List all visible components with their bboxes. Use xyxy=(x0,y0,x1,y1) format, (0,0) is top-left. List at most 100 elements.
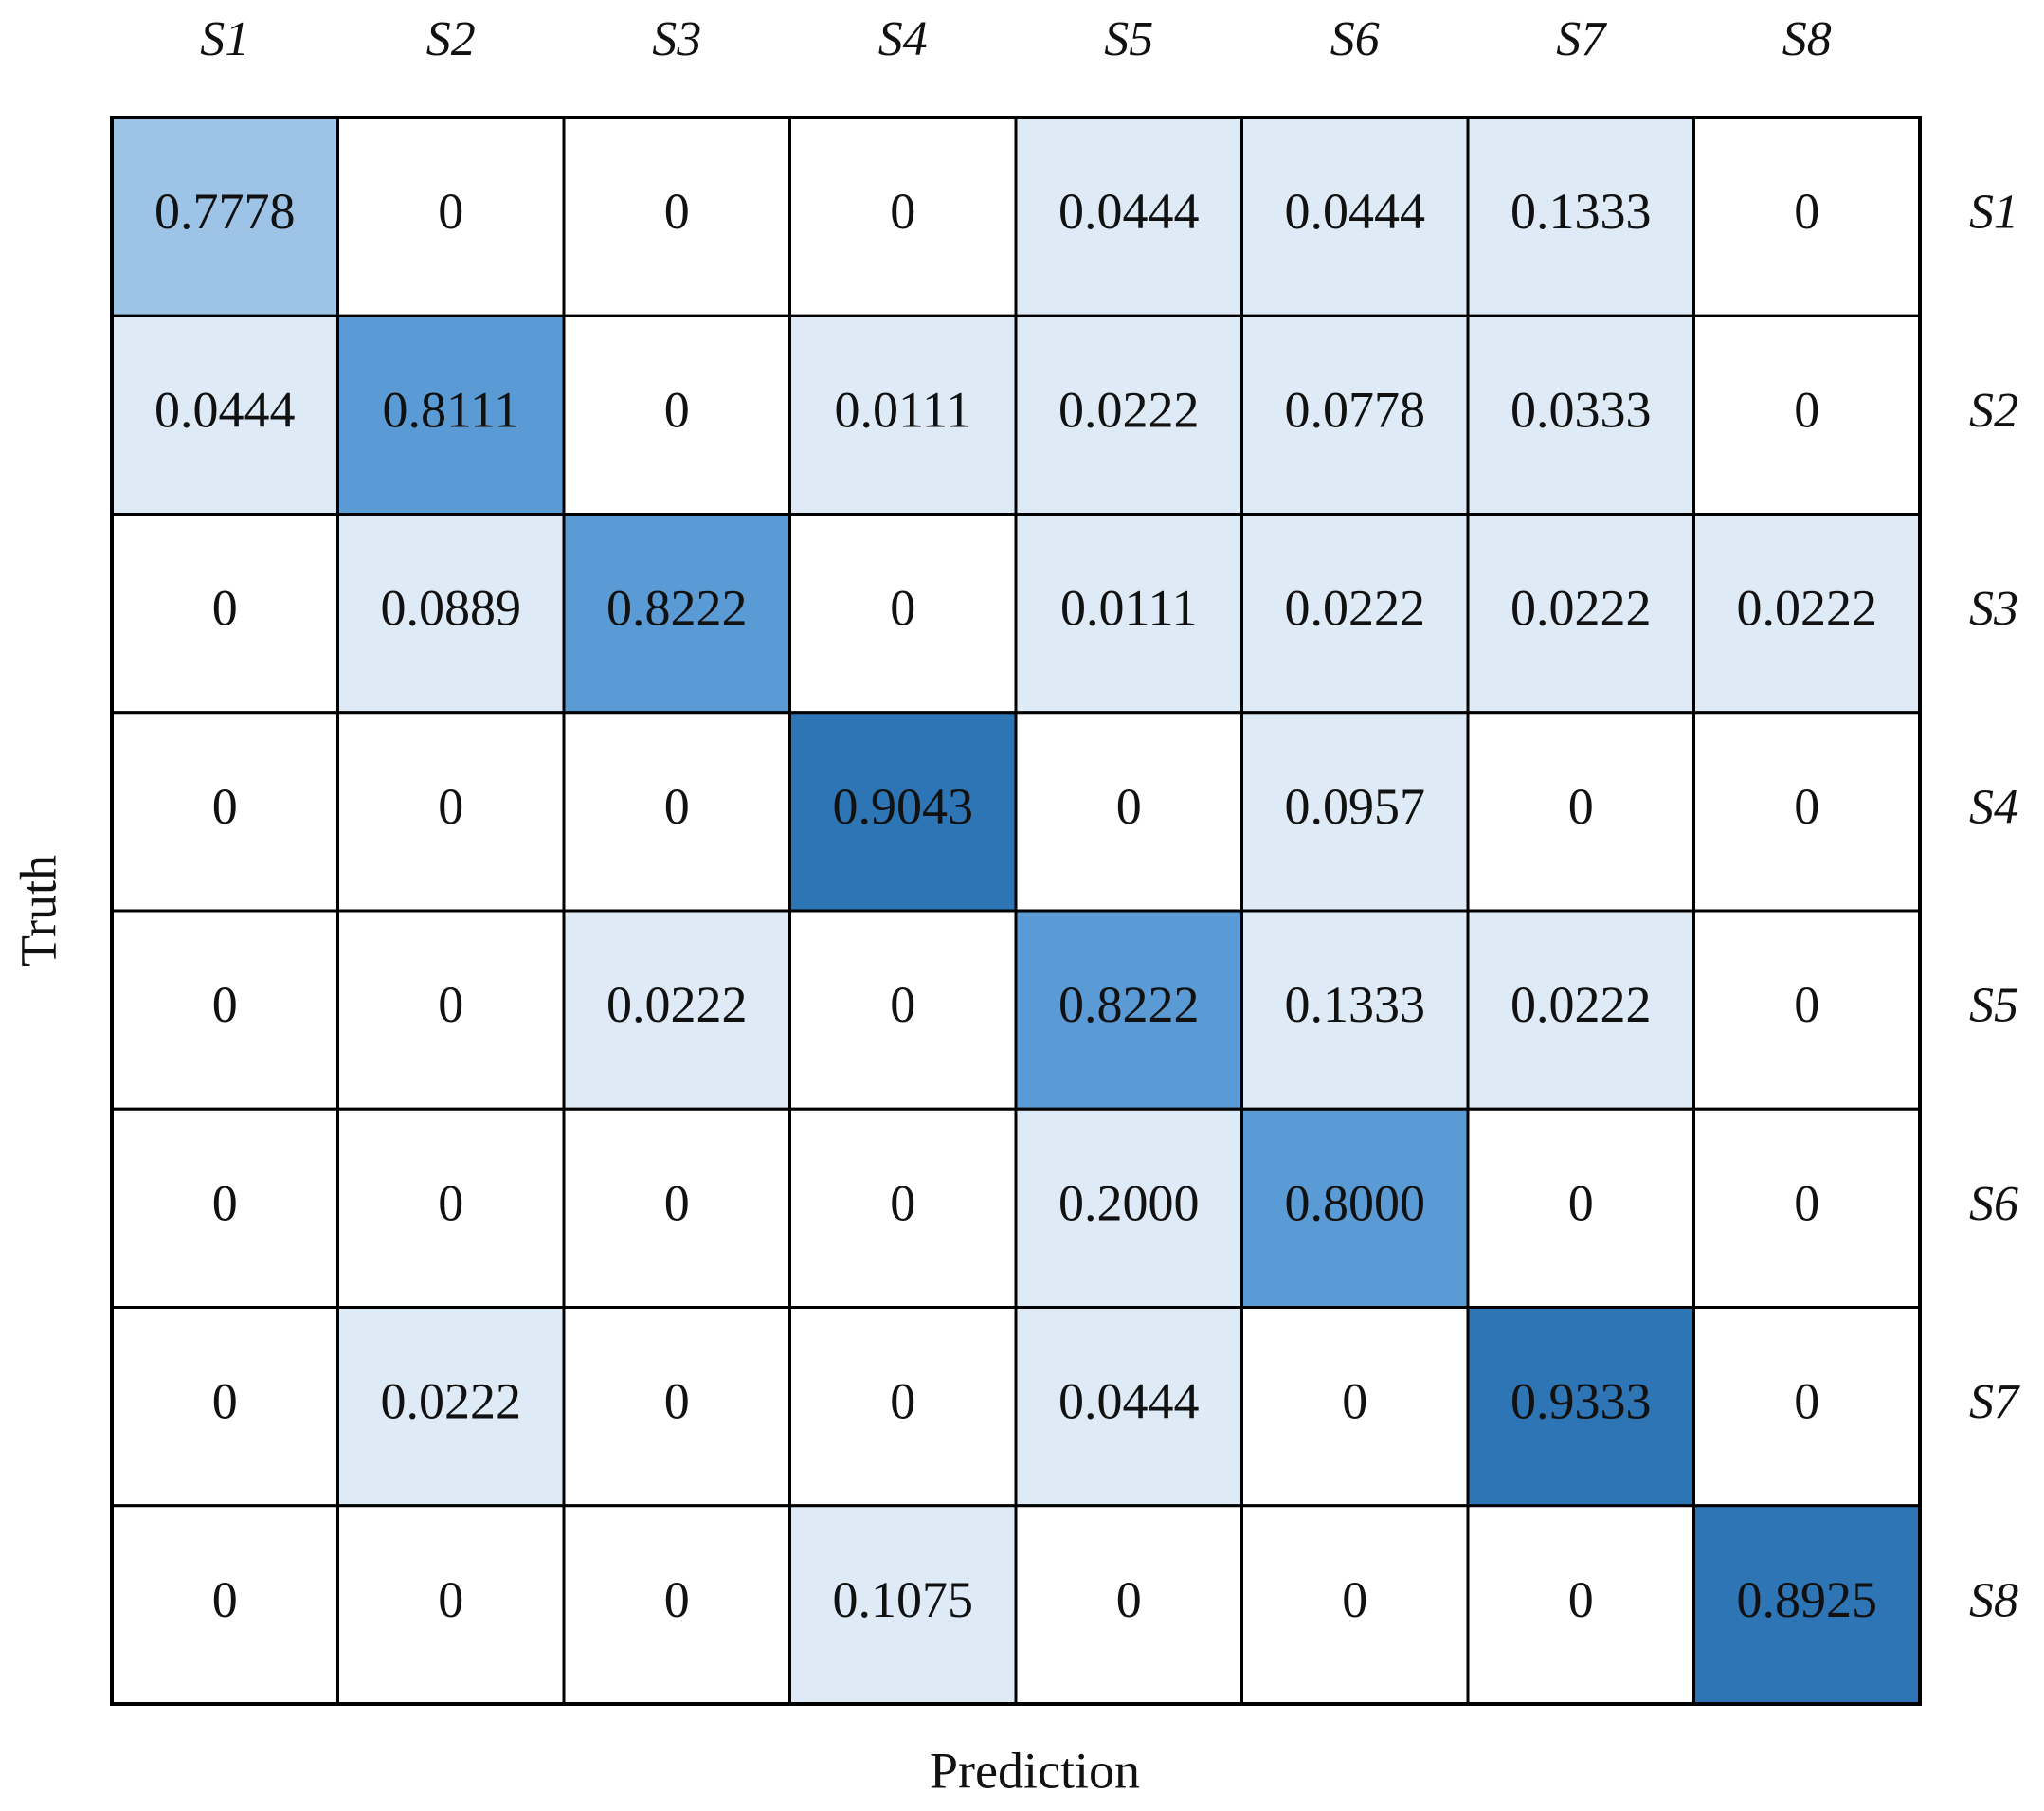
y-tick-label: S2 xyxy=(1969,384,2018,438)
cell xyxy=(110,116,339,317)
y-tick-label: S1 xyxy=(1969,186,2018,240)
cell-label: 0.0889 xyxy=(381,580,522,637)
cell-label: 0 xyxy=(1342,1571,1367,1628)
cell-label: 0 xyxy=(890,1373,915,1430)
cell-label: 0 xyxy=(890,1174,915,1231)
cell xyxy=(788,711,1018,913)
cell xyxy=(1014,1504,1243,1706)
cell-label: 0.0444 xyxy=(1058,1373,1200,1430)
cell-label: 0 xyxy=(1116,1571,1142,1628)
cell xyxy=(1466,1306,1695,1508)
cell-label: 0.8222 xyxy=(606,580,748,637)
cell-label: 0 xyxy=(890,976,915,1033)
cell xyxy=(1692,314,1922,516)
cell-label: 0.1333 xyxy=(1285,976,1426,1033)
cell-label: 0 xyxy=(890,580,915,637)
cell xyxy=(336,513,566,715)
cell xyxy=(562,711,791,913)
cell xyxy=(1692,909,1922,1111)
x-tick-label: S5 xyxy=(1104,12,1153,66)
cell-label: 0 xyxy=(438,1571,463,1628)
cell-label: 0.1075 xyxy=(833,1571,974,1628)
cell-label: 0 xyxy=(438,976,463,1033)
cell-label: 0.9043 xyxy=(833,778,974,835)
cell-label: 0 xyxy=(664,1174,690,1231)
cell-label: 0.0444 xyxy=(1058,183,1200,240)
cell-label: 0 xyxy=(1568,1571,1594,1628)
cell xyxy=(788,513,1018,715)
cell-label: 0 xyxy=(1794,381,1819,438)
cell-label: 0.0444 xyxy=(1285,183,1426,240)
cell xyxy=(1014,1306,1243,1508)
cell-label: 0 xyxy=(1794,1174,1819,1231)
cell-label: 0.0222 xyxy=(606,976,748,1033)
y-tick-label: S7 xyxy=(1969,1375,2020,1429)
cell xyxy=(1014,711,1243,913)
cell xyxy=(1240,909,1470,1111)
cell-label: 0.0957 xyxy=(1285,778,1426,835)
cell-label: 0 xyxy=(438,183,463,240)
cell-label: 0 xyxy=(212,1571,238,1628)
cell xyxy=(336,116,566,317)
x-tick-label: S2 xyxy=(426,12,476,66)
cell xyxy=(1692,1107,1922,1309)
cell xyxy=(1466,513,1695,715)
cell-label: 0.0222 xyxy=(1285,580,1426,637)
cell xyxy=(1014,1107,1243,1309)
cell xyxy=(1014,909,1243,1111)
cell xyxy=(562,1107,791,1309)
cell-label: 0 xyxy=(1794,778,1819,835)
x-tick-label: S8 xyxy=(1782,12,1832,66)
y-axis-title: Truth xyxy=(9,855,66,967)
cell-label: 0.8111 xyxy=(383,381,520,438)
cell xyxy=(1692,1306,1922,1508)
cell-label: 0 xyxy=(1794,1373,1819,1430)
cell-label: 0 xyxy=(664,183,690,240)
cell-label: 0.0111 xyxy=(1060,580,1198,637)
grid-border xyxy=(110,116,1922,1706)
cell-label: 0 xyxy=(212,778,238,835)
cell-label: 0.0111 xyxy=(835,381,972,438)
cell-label: 0 xyxy=(438,778,463,835)
cell xyxy=(1692,1504,1922,1706)
cell xyxy=(1466,711,1695,913)
cell xyxy=(562,1504,791,1706)
cell-label: 0 xyxy=(438,1174,463,1231)
cell-label: 0 xyxy=(212,1373,238,1430)
cell xyxy=(788,909,1018,1111)
y-tick-label: S4 xyxy=(1969,780,2018,834)
x-tick-label: S7 xyxy=(1556,12,1607,66)
cell-label: 0.7778 xyxy=(154,183,296,240)
cell-label: 0 xyxy=(212,580,238,637)
cell xyxy=(110,711,339,913)
cell-label: 0.0444 xyxy=(154,381,296,438)
cell xyxy=(562,909,791,1111)
cell-label: 0 xyxy=(1568,778,1594,835)
y-tick-label: S8 xyxy=(1969,1573,2018,1627)
cell xyxy=(1014,314,1243,516)
x-tick-label: S3 xyxy=(652,12,701,66)
cell-label: 0 xyxy=(1568,1174,1594,1231)
cell xyxy=(336,1306,566,1508)
cell-label: 0.1333 xyxy=(1510,183,1652,240)
cell xyxy=(562,1306,791,1508)
cell xyxy=(788,314,1018,516)
cell-label: 0 xyxy=(664,381,690,438)
cell-label: 0.0778 xyxy=(1285,381,1426,438)
y-tick-label: S5 xyxy=(1969,979,2018,1033)
cell-label: 0.0222 xyxy=(381,1373,522,1430)
cell-label: 0 xyxy=(1116,778,1142,835)
cell-label: 0 xyxy=(664,1373,690,1430)
cell-label: 0 xyxy=(664,1571,690,1628)
cell-label: 0.2000 xyxy=(1058,1174,1200,1231)
x-tick-label: S6 xyxy=(1330,12,1380,66)
cell-label: 0 xyxy=(212,976,238,1033)
cell-label: 0 xyxy=(1794,183,1819,240)
cell-label: 0.8000 xyxy=(1285,1174,1426,1231)
cell xyxy=(336,1107,566,1309)
cell xyxy=(788,116,1018,317)
y-tick-label: S3 xyxy=(1969,582,2018,636)
cell-label: 0 xyxy=(890,183,915,240)
cell-label: 0.8925 xyxy=(1737,1571,1878,1628)
